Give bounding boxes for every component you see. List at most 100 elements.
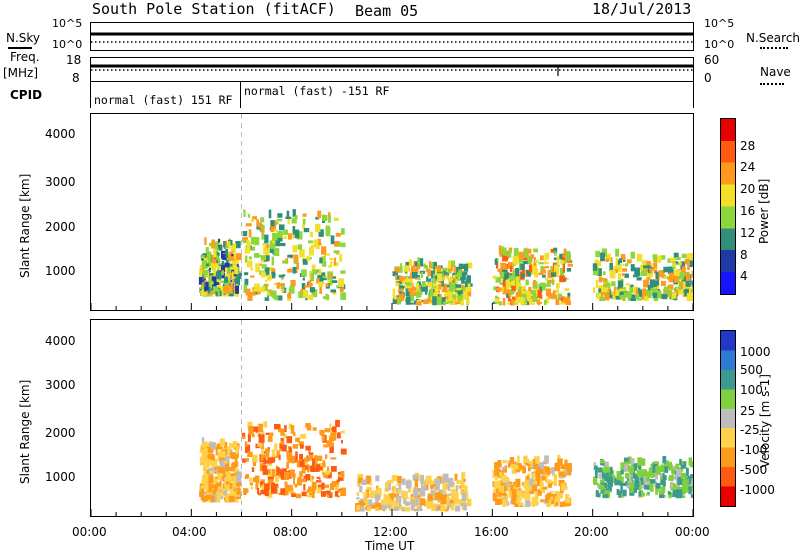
heatmap-cell xyxy=(499,471,503,477)
heatmap-cell xyxy=(250,291,256,296)
heatmap-cell xyxy=(284,471,289,481)
heatmap-cell xyxy=(660,474,664,484)
heatmap-cell xyxy=(667,284,674,290)
heatmap-cell xyxy=(226,267,231,274)
heatmap-cell xyxy=(270,225,276,233)
heatmap-cell xyxy=(297,244,303,250)
heatmap-cell xyxy=(388,498,392,505)
heatmap-cell xyxy=(525,479,529,488)
heatmap-cell xyxy=(216,279,221,283)
heatmap-cell xyxy=(292,226,296,235)
heatmap-cell xyxy=(328,279,333,286)
heatmap-cell xyxy=(401,281,406,285)
heatmap-cell xyxy=(226,476,232,481)
heatmap-cell xyxy=(228,467,232,471)
heatmap-cell xyxy=(445,509,448,512)
heatmap-cell xyxy=(497,460,502,466)
heatmap-cell xyxy=(206,491,212,499)
heatmap-cell xyxy=(645,277,648,281)
heatmap-cell xyxy=(254,253,260,258)
heatmap-cell xyxy=(418,277,421,281)
heatmap-cell xyxy=(306,255,310,262)
heatmap-cell xyxy=(566,463,572,472)
heatmap-cell xyxy=(261,465,268,471)
heatmap-cell xyxy=(435,483,440,491)
heatmap-cell xyxy=(647,291,652,299)
heatmap-cell xyxy=(529,478,534,486)
heatmap-cell xyxy=(318,229,324,237)
heatmap-cell xyxy=(532,484,538,492)
heatmap-cell xyxy=(300,444,304,449)
heatmap-cell xyxy=(226,481,230,485)
heatmap-cell xyxy=(266,289,272,296)
power-ytick-4000: 4000 xyxy=(45,127,76,141)
heatmap-cell xyxy=(689,480,693,487)
heatmap-cell xyxy=(556,287,559,291)
heatmap-cell xyxy=(463,479,466,482)
heatmap-cell xyxy=(643,297,649,301)
heatmap-cell xyxy=(324,253,331,256)
heatmap-cell xyxy=(321,469,324,476)
heatmap-cell xyxy=(200,255,205,259)
heatmap-cell xyxy=(327,276,330,285)
heatmap-cell xyxy=(365,489,369,498)
heatmap-cell xyxy=(408,259,412,266)
power-cbar-label: Power [dB] xyxy=(757,178,771,244)
heatmap-cell xyxy=(285,216,292,219)
xtick-3: 12:00 xyxy=(373,525,408,539)
heatmap-cell xyxy=(330,261,333,267)
heatmap-cell xyxy=(216,482,222,487)
heatmap-cell xyxy=(276,467,280,473)
heatmap-cell xyxy=(206,492,212,495)
heatmap-cell xyxy=(459,270,465,274)
heatmap-cell xyxy=(681,253,687,258)
heatmap-cell xyxy=(428,278,432,284)
heatmap-cell xyxy=(396,495,399,503)
heatmap-cell xyxy=(513,248,519,256)
heatmap-cell xyxy=(687,264,690,270)
heatmap-cell xyxy=(399,291,402,294)
heatmap-cell xyxy=(405,296,411,305)
noise-right-dots xyxy=(760,47,788,49)
velocity-cbar-tick-1000: 1000 xyxy=(740,345,771,359)
heatmap-cell xyxy=(316,464,321,470)
heatmap-cell xyxy=(263,451,266,454)
heatmap-cell xyxy=(604,292,610,301)
heatmap-cell xyxy=(638,465,642,470)
heatmap-cell xyxy=(234,455,238,464)
heatmap-cell xyxy=(507,302,511,305)
heatmap-cell xyxy=(257,222,262,228)
freq-traces xyxy=(91,64,693,76)
heatmap-cell xyxy=(670,492,674,498)
noise-panel xyxy=(90,22,694,51)
heatmap-cell xyxy=(322,296,328,299)
heatmap-cell xyxy=(466,299,470,304)
heatmap-cell xyxy=(329,440,333,446)
heatmap-cell xyxy=(206,445,211,453)
heatmap-cell xyxy=(266,459,272,464)
heatmap-cell xyxy=(525,498,531,508)
heatmap-cell xyxy=(265,432,270,435)
heatmap-cell xyxy=(259,263,262,266)
heatmap-cell xyxy=(610,475,616,483)
heatmap-cell xyxy=(559,253,563,260)
heatmap-cell xyxy=(203,448,208,457)
heatmap-cell xyxy=(250,236,256,245)
heatmap-cell xyxy=(655,482,661,489)
heatmap-cell xyxy=(494,258,498,265)
heatmap-cell xyxy=(199,456,202,466)
heatmap-cell xyxy=(359,485,363,493)
heatmap-cell xyxy=(210,273,214,276)
heatmap-cell xyxy=(466,288,472,297)
heatmap-cell xyxy=(199,287,203,293)
heatmap-cell xyxy=(209,262,214,268)
heatmap-cell xyxy=(277,213,283,218)
heatmap-cell xyxy=(524,461,529,466)
heatmap-cell xyxy=(643,268,647,273)
heatmap-cell xyxy=(495,469,501,475)
heatmap-cell xyxy=(643,482,650,490)
heatmap-cell xyxy=(519,465,525,469)
heatmap-cell xyxy=(564,461,568,469)
heatmap-cell xyxy=(616,266,622,272)
heatmap-cell xyxy=(425,484,429,491)
